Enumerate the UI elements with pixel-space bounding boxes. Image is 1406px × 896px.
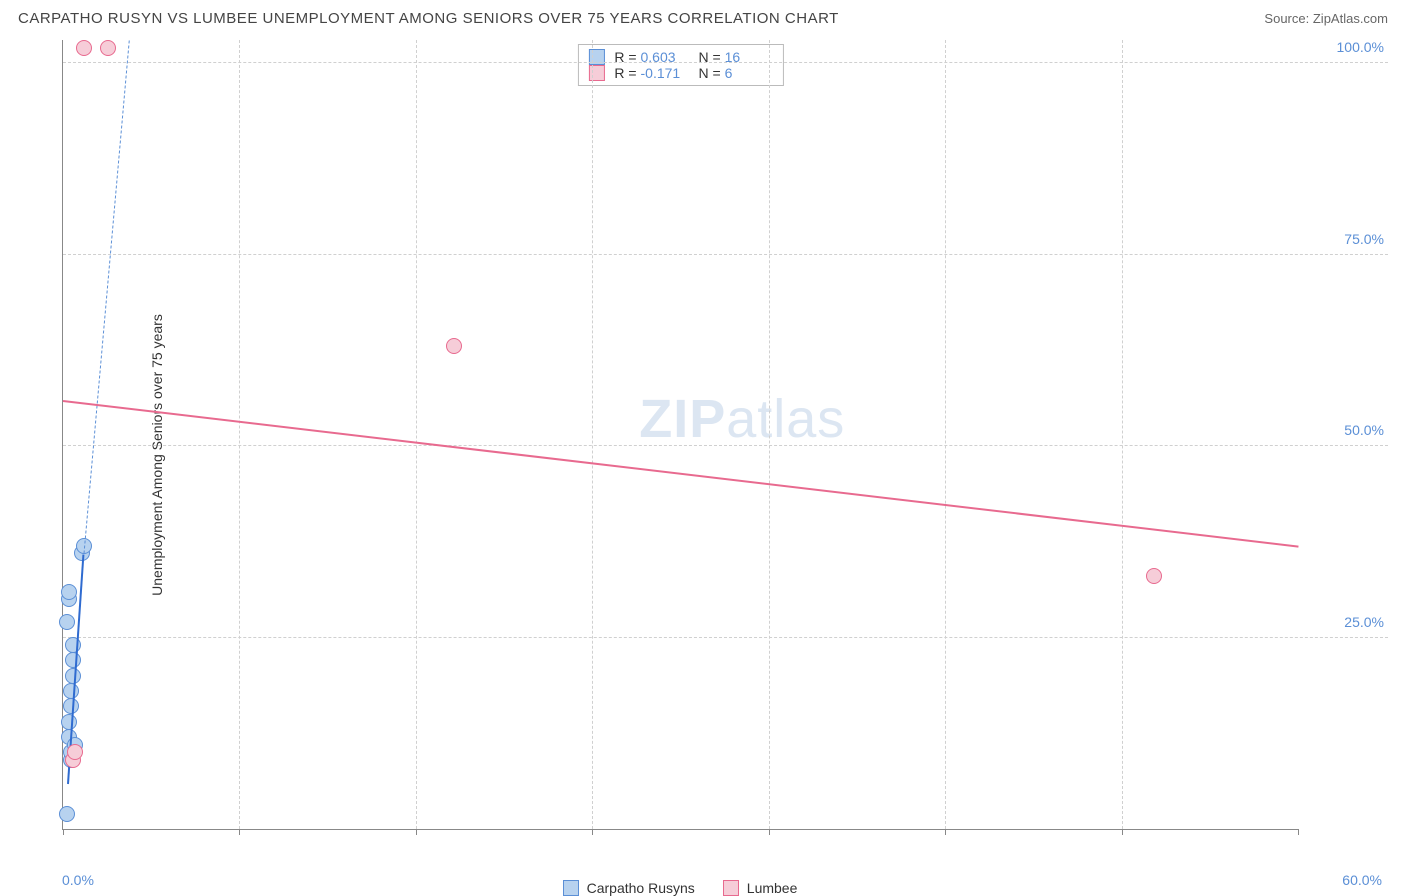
gridline-v [592, 40, 593, 829]
legend-label: Carpatho Rusyns [587, 880, 695, 896]
source-link[interactable]: ZipAtlas.com [1313, 11, 1388, 26]
data-point [65, 652, 81, 668]
gridline-v [1122, 40, 1123, 829]
data-point [76, 40, 92, 56]
data-point [65, 637, 81, 653]
x-tick [1122, 829, 1123, 835]
legend-swatch [588, 65, 604, 81]
x-tick-first: 0.0% [62, 872, 94, 888]
chart-header: CARPATHO RUSYN VS LUMBEE UNEMPLOYMENT AM… [0, 0, 1406, 33]
gridline-h [63, 254, 1388, 255]
legend-swatch [563, 880, 579, 896]
legend-item: Lumbee [723, 880, 798, 896]
x-tick [1298, 829, 1299, 835]
y-tick-label: 75.0% [1344, 231, 1384, 247]
correlation-row: R = -0.171 N = 6 [588, 65, 772, 81]
data-point [61, 584, 77, 600]
source-attribution: Source: ZipAtlas.com [1264, 11, 1388, 26]
data-point [67, 744, 83, 760]
correlation-legend: R = 0.603N = 16R = -0.171N = 6 [577, 44, 783, 86]
chart-area: Unemployment Among Seniors over 75 years… [18, 40, 1388, 870]
legend-item: Carpatho Rusyns [563, 880, 695, 896]
series-legend: Carpatho Rusyns Lumbee [62, 872, 1298, 896]
x-tick-last: 60.0% [1342, 872, 1382, 888]
n-value: N = 6 [699, 65, 773, 81]
gridline-v [416, 40, 417, 829]
trend-line [63, 400, 1298, 548]
plot-region: ZIPatlas R = 0.603N = 16R = -0.171N = 6 … [62, 40, 1298, 830]
gridline-h [63, 445, 1388, 446]
legend-swatch [723, 880, 739, 896]
data-point [63, 683, 79, 699]
x-tick [945, 829, 946, 835]
y-tick-label: 50.0% [1344, 422, 1384, 438]
gridline-h [63, 637, 1388, 638]
gridline-v [945, 40, 946, 829]
x-tick [769, 829, 770, 835]
watermark: ZIPatlas [639, 388, 845, 450]
data-point [61, 714, 77, 730]
data-point [59, 614, 75, 630]
data-point [1146, 568, 1162, 584]
x-tick [416, 829, 417, 835]
chart-title: CARPATHO RUSYN VS LUMBEE UNEMPLOYMENT AM… [18, 10, 839, 27]
trend-line [83, 40, 129, 553]
gridline-v [769, 40, 770, 829]
gridline-h [63, 62, 1388, 63]
y-tick-label: 100.0% [1337, 39, 1384, 55]
data-point [446, 338, 462, 354]
data-point [59, 806, 75, 822]
x-tick [239, 829, 240, 835]
data-point [100, 40, 116, 56]
gridline-v [239, 40, 240, 829]
x-tick [63, 829, 64, 835]
x-tick [592, 829, 593, 835]
y-tick-label: 25.0% [1344, 614, 1384, 630]
legend-label: Lumbee [747, 880, 798, 896]
r-value: R = -0.171 [614, 65, 688, 81]
